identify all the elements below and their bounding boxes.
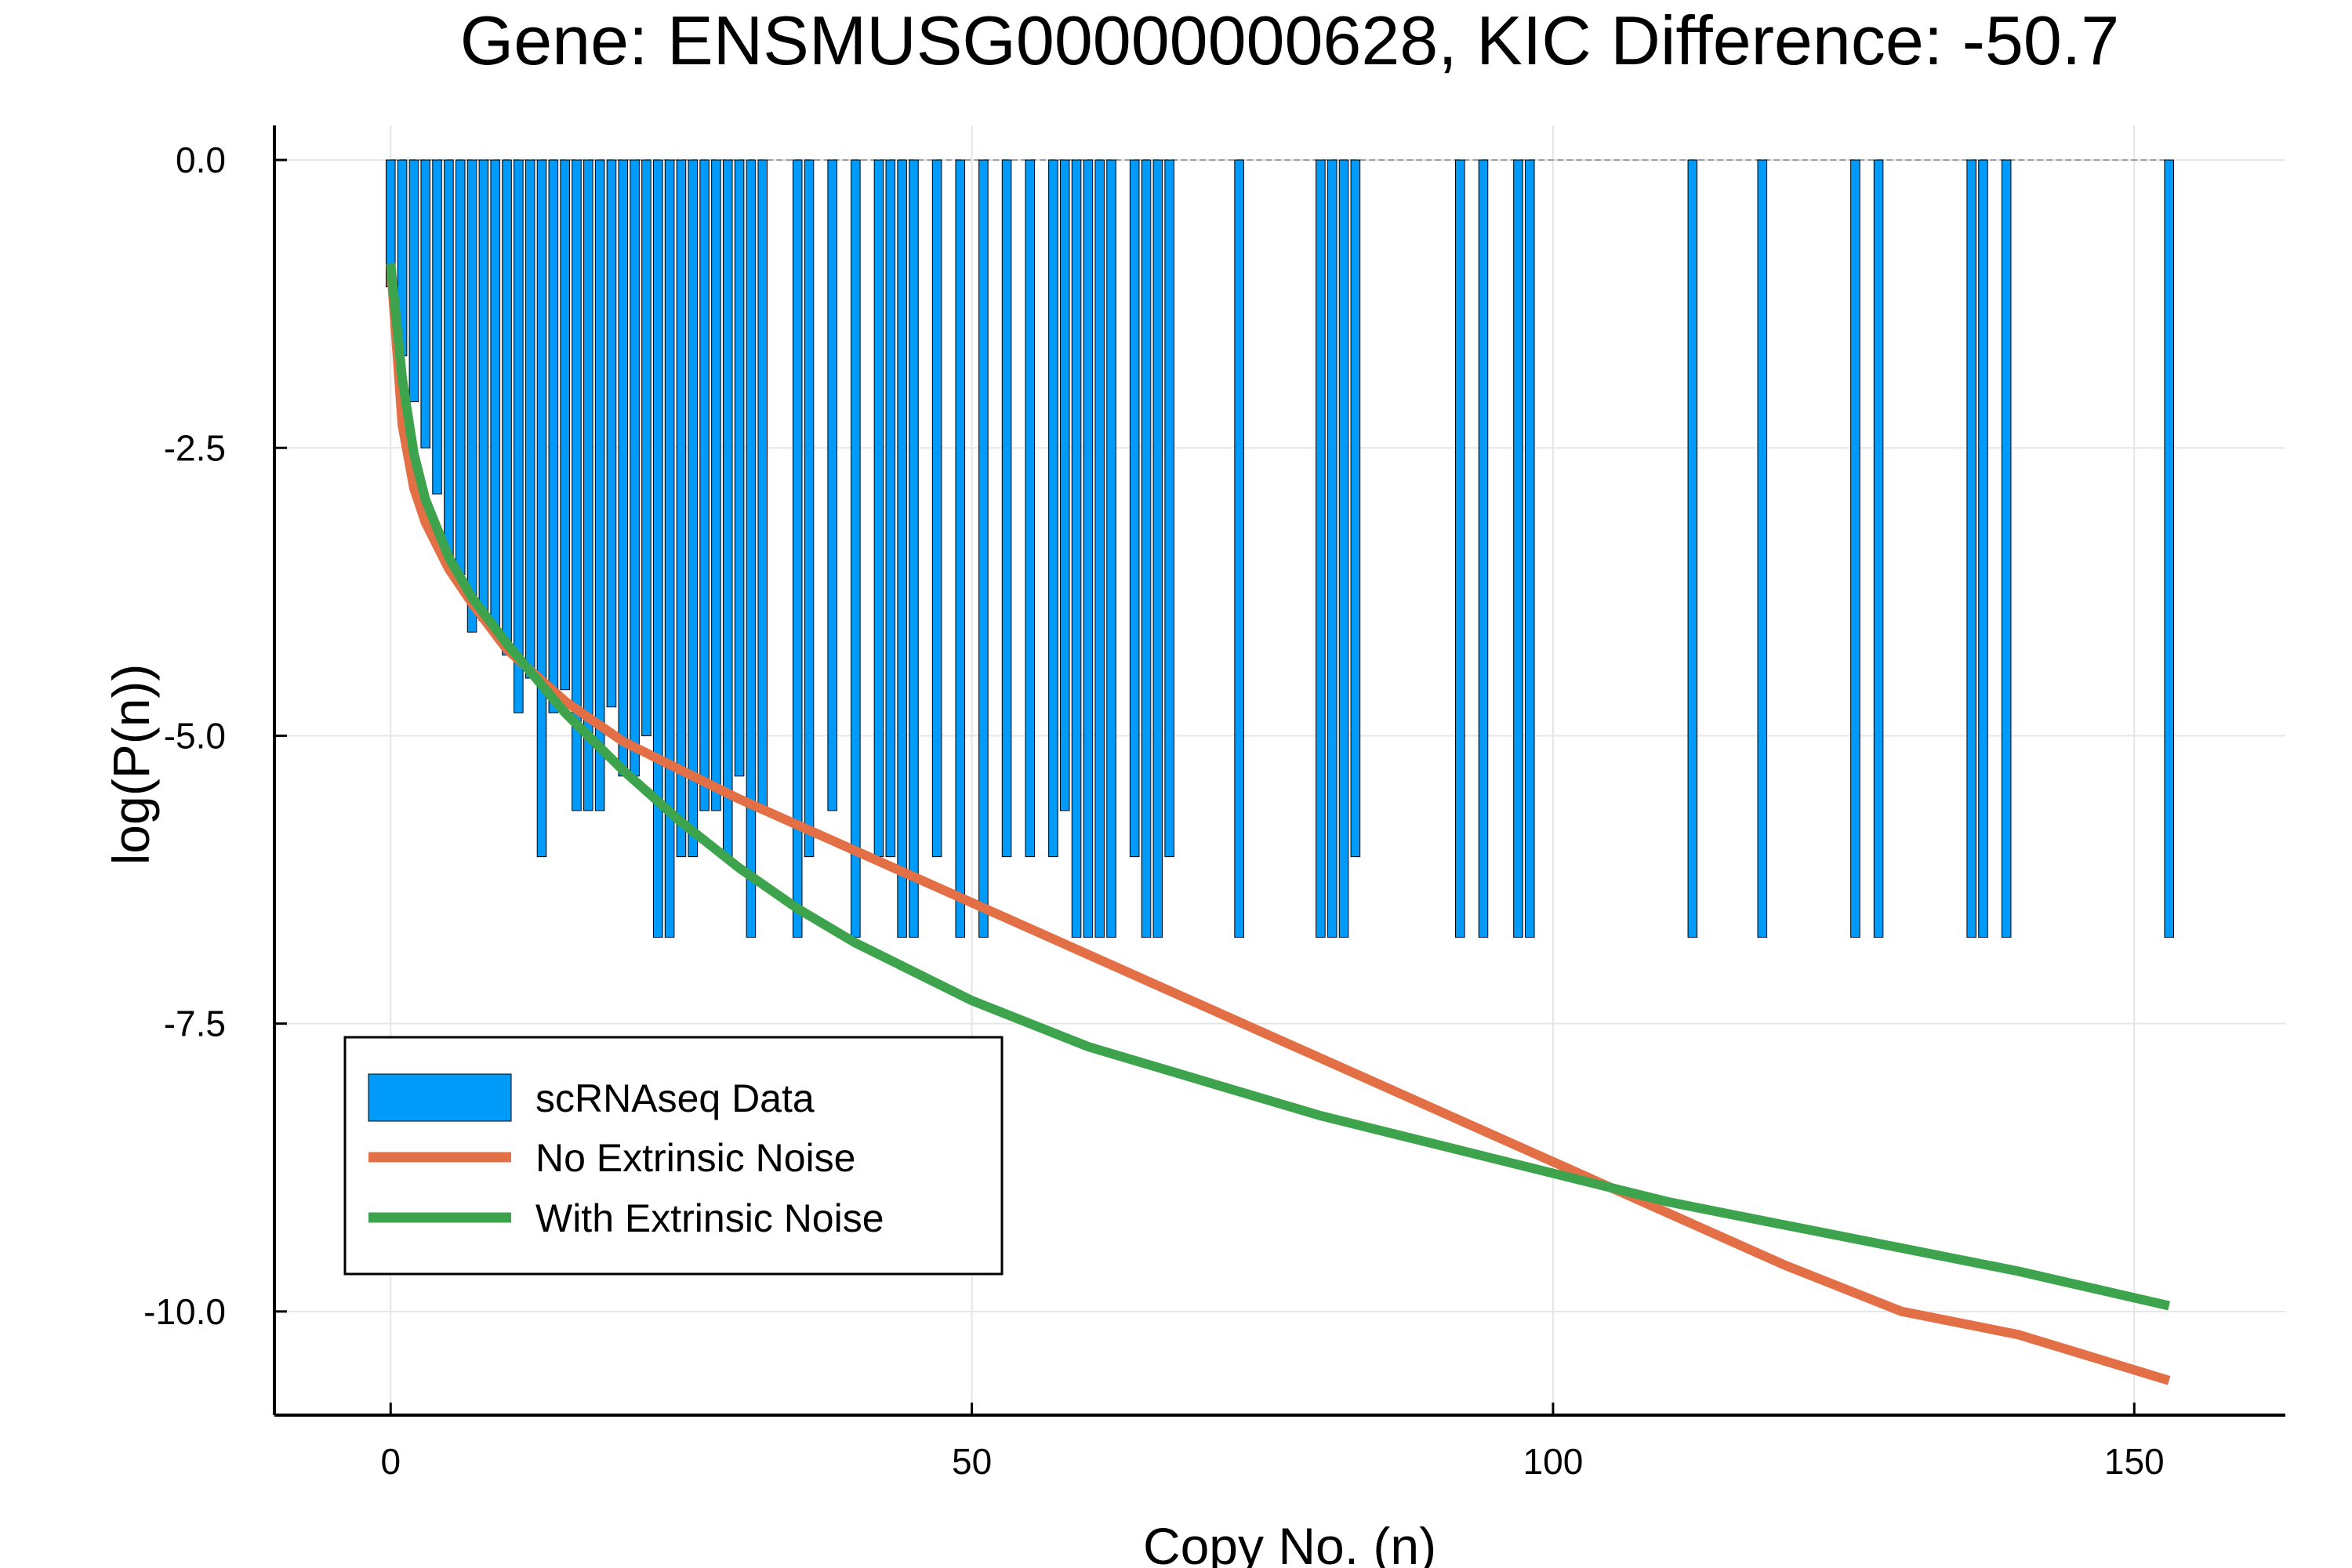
bar-137 — [1978, 159, 1988, 938]
legend-swatch-scrnaseq — [368, 1073, 512, 1122]
x-tick-label-2: 100 — [1523, 1441, 1584, 1482]
bar-31 — [746, 159, 757, 938]
scrnaseq-bars — [385, 159, 2175, 938]
bar-2 — [408, 159, 419, 402]
bar-28 — [711, 159, 721, 811]
bar-17 — [583, 159, 593, 811]
chart-title: Gene: ENSMUSG00000000628, KIC Difference… — [460, 2, 2119, 79]
bar-65 — [1141, 159, 1152, 938]
bar-32 — [757, 159, 768, 811]
bar-58 — [1059, 159, 1070, 811]
y-tick-label-2: -5.0 — [164, 715, 226, 756]
bar-81 — [1327, 159, 1338, 938]
bar-153 — [2164, 159, 2175, 938]
bar-51 — [978, 159, 989, 938]
bar-30 — [734, 159, 745, 777]
bar-57 — [1048, 159, 1058, 858]
bar-19 — [606, 159, 617, 708]
bar-136 — [1966, 159, 1976, 938]
bar-67 — [1164, 159, 1174, 858]
bar-82 — [1338, 159, 1349, 938]
bar-92 — [1455, 159, 1465, 938]
bar-20 — [618, 159, 629, 777]
bar-9 — [490, 159, 500, 633]
bar-29 — [722, 159, 733, 858]
bar-80 — [1316, 159, 1326, 938]
bar-16 — [572, 159, 582, 811]
line-with-extrinsic-noise — [386, 263, 2171, 1311]
bar-3 — [420, 159, 431, 448]
bar-49 — [955, 159, 966, 938]
fit-lines — [386, 263, 2171, 1385]
y-tick-label-4: -10.0 — [143, 1291, 226, 1332]
bar-4 — [432, 159, 442, 495]
bar-25 — [676, 159, 687, 858]
bar-73 — [1234, 159, 1244, 938]
bar-11 — [514, 159, 524, 713]
bar-62 — [1106, 159, 1116, 938]
bar-126 — [1850, 159, 1860, 938]
bar-42 — [873, 159, 884, 858]
y-tick-label-1: -2.5 — [164, 427, 226, 468]
bar-94 — [1478, 159, 1489, 938]
y-tick-label-0: 0.0 — [176, 140, 226, 180]
x-tick-label-1: 50 — [952, 1441, 992, 1482]
x-ticks: 0 50 100 150 — [380, 1403, 2165, 1482]
y-ticks: 0.0 -2.5 -5.0 -7.5 -10.0 — [143, 140, 287, 1332]
bar-139 — [2001, 159, 2012, 938]
bar-8 — [478, 159, 489, 622]
bar-112 — [1687, 159, 1698, 938]
bar-64 — [1129, 159, 1140, 858]
bar-21 — [630, 159, 640, 777]
bar-6 — [455, 159, 466, 575]
bar-47 — [931, 159, 942, 858]
legend-label-no-extrinsic: No Extrinsic Noise — [535, 1136, 855, 1180]
bar-128 — [1873, 159, 1884, 938]
bar-23 — [652, 159, 663, 938]
bar-10 — [502, 159, 512, 656]
bar-22 — [641, 159, 652, 736]
legend-label-with-extrinsic: With Extrinsic Noise — [535, 1196, 884, 1240]
legend-label-scrnaseq: scRNAseq Data — [535, 1076, 815, 1120]
bar-24 — [664, 159, 675, 938]
bar-13 — [536, 159, 547, 858]
y-tick-label-3: -7.5 — [164, 1004, 226, 1044]
legend: scRNAseq Data No Extrinsic Noise With Ex… — [343, 1036, 1004, 1276]
bar-38 — [827, 159, 837, 811]
bar-118 — [1757, 159, 1768, 938]
bar-55 — [1025, 159, 1036, 858]
line-no-extrinsic-noise — [386, 263, 2171, 1385]
bar-61 — [1094, 159, 1105, 938]
bar-7 — [466, 159, 477, 633]
bar-97 — [1513, 159, 1523, 938]
bar-12 — [524, 159, 535, 679]
x-tick-label-3: 150 — [2104, 1441, 2165, 1482]
bar-53 — [1001, 159, 1012, 858]
grid — [274, 125, 2285, 1415]
bar-66 — [1152, 159, 1163, 938]
bar-40 — [851, 159, 861, 938]
bar-98 — [1524, 159, 1535, 938]
bar-59 — [1071, 159, 1082, 938]
bar-83 — [1350, 159, 1361, 858]
bar-35 — [792, 159, 803, 938]
bar-44 — [897, 159, 907, 938]
y-axis-label: log(P(n)) — [102, 664, 160, 866]
bar-45 — [909, 159, 919, 938]
bar-18 — [594, 159, 605, 811]
bar-14 — [548, 159, 559, 713]
x-axis-label: Copy No. (n) — [1143, 1517, 1436, 1568]
bar-26 — [688, 159, 699, 858]
bar-5 — [444, 159, 454, 564]
bar-27 — [699, 159, 710, 811]
bar-15 — [560, 159, 570, 691]
bar-60 — [1083, 159, 1094, 938]
bar-36 — [804, 159, 815, 858]
x-tick-label-0: 0 — [380, 1441, 401, 1482]
bar-43 — [885, 159, 896, 858]
